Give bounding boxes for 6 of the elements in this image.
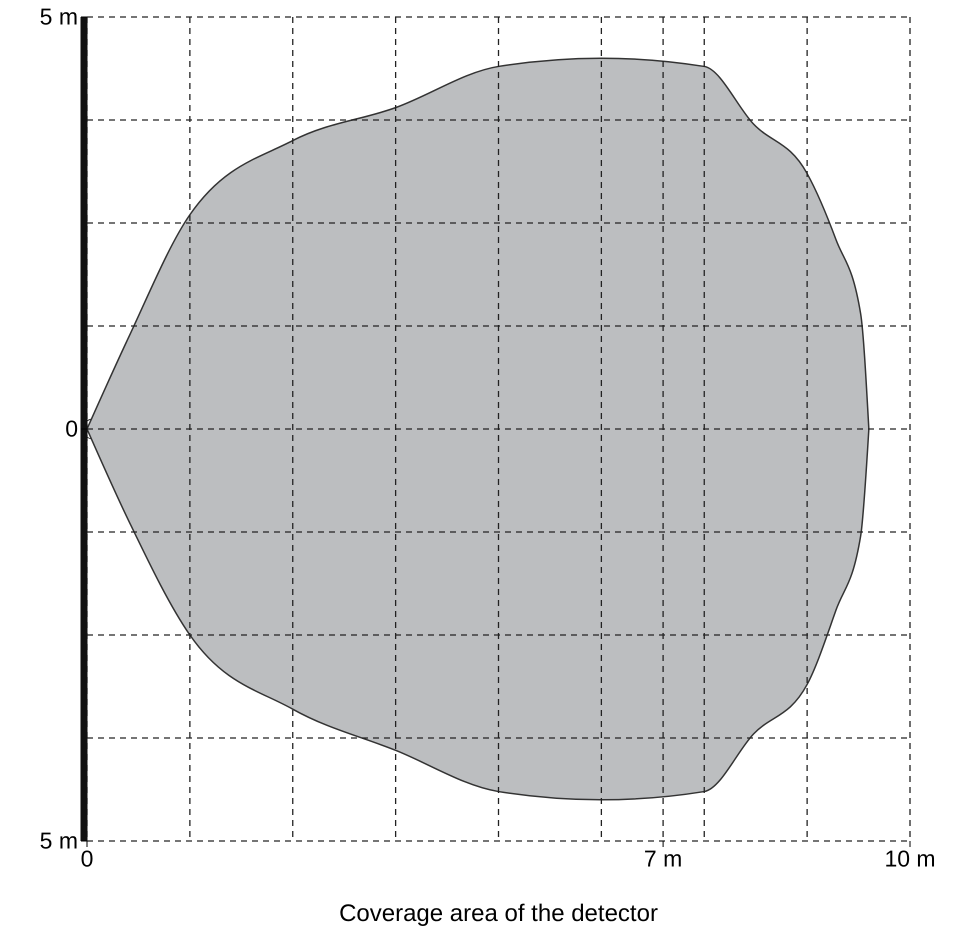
- x-tick-label: 10 m: [884, 845, 936, 872]
- x-tick-label: 7 m: [644, 845, 682, 872]
- y-tick-label: 5 m: [40, 3, 78, 30]
- y-tick-label: 0: [65, 415, 78, 442]
- x-axis-title: Coverage area of the detector: [339, 900, 658, 927]
- y-tick-label: 5 m: [40, 827, 78, 854]
